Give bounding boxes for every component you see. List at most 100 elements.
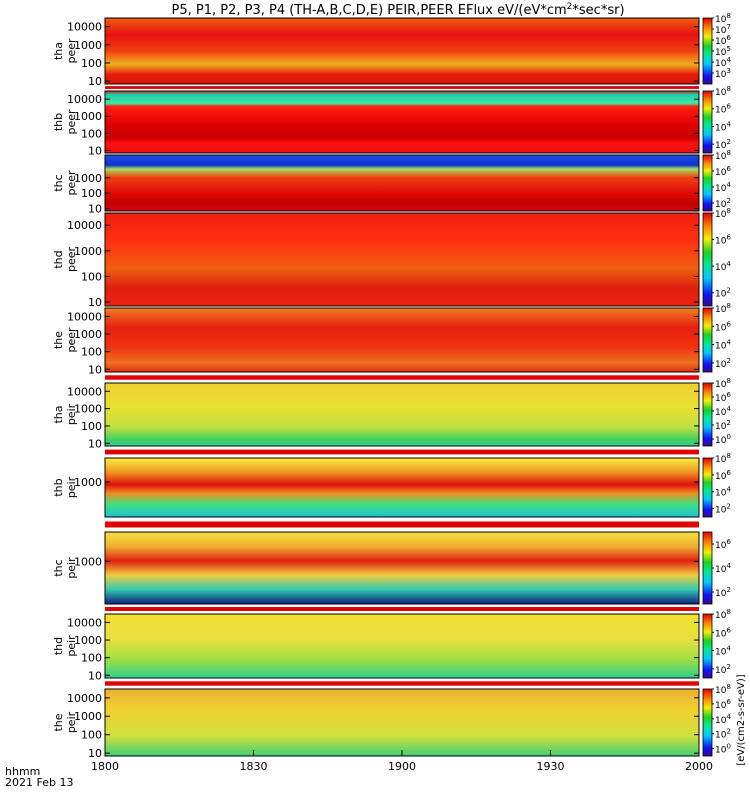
x-tick-label: 1930: [537, 760, 565, 773]
cbar-tick-label: 102: [715, 287, 731, 300]
colorbar: [702, 307, 713, 373]
spectrogram-image: [105, 458, 699, 517]
y-tick-label: 1000: [74, 110, 102, 123]
colorbar: [702, 17, 713, 85]
y-label-kind: peer: [65, 38, 78, 64]
y-tick-label: 1000: [74, 245, 102, 258]
cbar-tick-label: 100: [715, 743, 731, 756]
title-text: P5, P1, P2, P3, P4 (TH-A,B,C,D,E) PEIR,P…: [171, 3, 566, 18]
cbar-tick-label: 106: [715, 103, 731, 116]
y-tick-label: 10000: [67, 21, 102, 34]
cbar-tick-label: 104: [715, 339, 731, 352]
panel-thd-peir: 10000 1000 100 10 thd peir 108 106 104 102: [52, 608, 731, 682]
cbar-tick-label: 106: [715, 320, 731, 333]
separator-band: [105, 607, 699, 611]
y-tick-label: 10: [88, 203, 102, 216]
y-tick-label: 100: [81, 187, 102, 200]
x-label-date: 2021 Feb 13: [5, 776, 73, 789]
panel-frame: [104, 17, 700, 85]
colorbar: [702, 457, 713, 518]
cbar-tick-label: 106: [715, 234, 731, 247]
x-tick-label: 1900: [388, 760, 416, 773]
colorbar: [702, 531, 713, 605]
cbar-tick-label: 104: [715, 260, 731, 273]
y-tick-label: 1000: [74, 328, 102, 341]
cbar-tick-label: 106: [715, 698, 731, 711]
y-label-probe: thb: [52, 113, 65, 131]
y-label-kind: peir: [65, 557, 78, 579]
cbar-tick-label: 108: [715, 683, 731, 696]
y-tick-label: 100: [81, 420, 102, 433]
panel-frame: [104, 90, 700, 154]
y-label-kind: peir: [65, 403, 78, 425]
y-label-probe: the: [52, 331, 65, 349]
y-label-probe: thc: [52, 174, 65, 191]
colorbar-unit-label: [eV/(cm2-s-sr-eV)]: [736, 674, 747, 765]
y-tick-label: 1000: [74, 634, 102, 647]
separator-band: [105, 521, 699, 528]
cbar-tick-label: 104: [715, 713, 731, 726]
colorbar: [702, 382, 713, 447]
title-sup: 2: [567, 2, 573, 12]
colorbar: [702, 90, 713, 154]
cbar-tick-label: 104: [715, 645, 731, 658]
x-label-hhmm: hhmm: [5, 765, 40, 778]
colorbar: [702, 688, 713, 757]
cbar-tick-label: 104: [715, 486, 731, 499]
x-axis: 1800 1830 1900 1930 2000: [91, 750, 713, 773]
y-label-kind: peer: [65, 170, 78, 196]
panel-the-peer: 10000 1000 100 10 the peer 108 106 104 102: [52, 302, 731, 376]
y-tick-label: 1000: [74, 403, 102, 416]
y-tick-label: 10000: [67, 692, 102, 705]
y-label-kind: peer: [65, 247, 78, 273]
cbar-tick-label: 102: [715, 586, 731, 599]
cbar-tick-label: 106: [715, 469, 731, 482]
cbar-tick-label: 108: [715, 302, 731, 315]
cbar-tick-label: 102: [715, 663, 731, 676]
y-tick-label: 100: [81, 652, 102, 665]
y-tick-label: 10: [88, 363, 102, 376]
y-tick-label: 10: [88, 296, 102, 309]
y-tick-label: 10000: [67, 385, 102, 398]
y-label-probe: thd: [52, 250, 65, 268]
x-tick-label: 1800: [91, 760, 119, 773]
cbar-tick-label: 104: [715, 181, 731, 194]
cbar-tick-label: 104: [715, 405, 731, 418]
y-tick-label: 100: [81, 729, 102, 742]
spectrogram-image: [105, 91, 699, 153]
spectrogram-image: [105, 614, 699, 678]
cbar-tick-label: 100: [715, 433, 731, 446]
y-label-probe: thd: [52, 637, 65, 655]
separator-band: [105, 681, 699, 686]
y-tick-label: 10: [88, 144, 102, 157]
cbar-tick-label: 106: [715, 626, 731, 639]
panel-thc-peir: 1000 thc peir 106 104 102: [52, 531, 731, 605]
colorbar: [702, 212, 713, 307]
x-tick-label: 2000: [685, 760, 713, 773]
cbar-tick-label: 106: [715, 538, 731, 551]
y-tick-label: 1000: [74, 476, 102, 489]
y-tick-label: 100: [81, 346, 102, 359]
cbar-tick-label: 106: [715, 165, 731, 178]
y-tick-label: 10000: [67, 219, 102, 232]
y-tick-label: 10: [88, 669, 102, 682]
cbar-tick-label: 108: [715, 85, 731, 98]
y-label-kind: peer: [65, 327, 78, 353]
separator-band: [105, 86, 699, 89]
separator-band: [105, 375, 699, 380]
y-tick-label: 10: [88, 75, 102, 88]
y-tick-label: 10: [88, 437, 102, 450]
cbar-tick-label: 106: [715, 391, 731, 404]
x-tick-label: 1830: [240, 760, 268, 773]
y-tick-label: 1000: [74, 39, 102, 52]
title-end: *sec*sr): [572, 3, 624, 18]
y-label-kind: peir: [65, 711, 78, 733]
spectrogram-image: [105, 213, 699, 306]
panel-frame: [104, 613, 700, 679]
panel-frame: [104, 531, 700, 605]
